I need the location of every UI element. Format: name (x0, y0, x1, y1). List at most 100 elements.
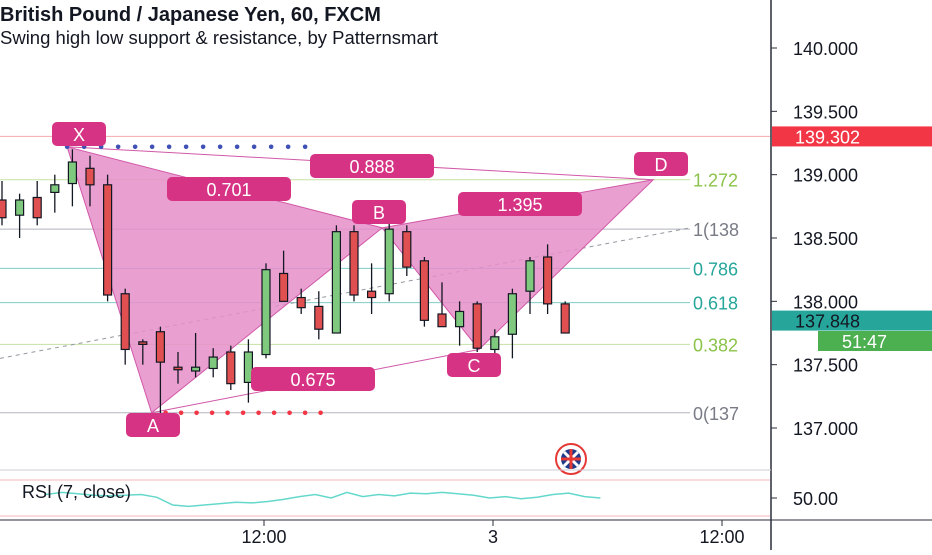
swing-low-dot (225, 410, 230, 416)
rsi-tick-label: 50.00 (793, 489, 838, 509)
point-label-a: A (147, 416, 159, 436)
swing-high-dot (200, 144, 206, 150)
swing-low-dot (178, 410, 184, 416)
candle-body (402, 231, 412, 268)
price-tick-label: 138.000 (793, 292, 858, 312)
candle-body (507, 293, 517, 335)
fib-level-label: 0.382 (693, 335, 738, 355)
candle-body (226, 351, 236, 385)
candle-body (525, 260, 535, 292)
candle-body (384, 228, 394, 295)
candle-body (67, 161, 78, 185)
point-label-a-bg (126, 413, 180, 437)
candle-body (349, 231, 359, 296)
price-tag-label: 51:47 (842, 332, 887, 352)
swing-high-dot (115, 144, 121, 150)
candle-body (472, 303, 482, 349)
swing-high-dot (149, 144, 155, 150)
swing-low-dot (240, 410, 246, 416)
ratio-label-xad-bg (310, 154, 434, 178)
candle-body (455, 310, 465, 328)
candle-body (208, 356, 218, 370)
ratio-label-xab-bg (167, 177, 291, 201)
swing-high-dot (166, 144, 172, 150)
ratio-label-bcd: 1.395 (497, 195, 542, 215)
swing-high-dot (251, 144, 257, 150)
candle-body (542, 256, 553, 305)
fib-level-label: 0.618 (693, 294, 738, 314)
chart-subtitle: Swing high low support & resistance, by … (0, 27, 439, 48)
ratio-label-xab: 0.701 (206, 180, 251, 200)
ratio-label-abc: 0.675 (290, 370, 335, 390)
price-tick-label: 139.500 (793, 102, 858, 122)
swing-low-dot (271, 410, 277, 416)
candle-body (191, 366, 201, 372)
price-tag-label: 139.302 (795, 127, 860, 147)
swing-high-dot (183, 144, 189, 150)
price-tag-bg (772, 310, 932, 331)
price-tick-label: 140.000 (793, 39, 858, 59)
swing-low-dot (209, 410, 215, 416)
candle-body (331, 231, 341, 334)
ratio-label-bcd-bg (458, 192, 582, 216)
candle-body (0, 199, 7, 219)
swing-low-dot (318, 410, 323, 416)
swing-high-dot (217, 144, 223, 150)
fib-level-label: 1.272 (693, 171, 738, 191)
swing-high-dot (268, 144, 274, 150)
swing-low-dot (194, 410, 199, 416)
candle-body (560, 303, 570, 334)
point-label-x: X (73, 125, 85, 145)
candle-body (85, 167, 95, 186)
candle-body (367, 290, 377, 299)
candle-body (314, 305, 324, 330)
candle-body (120, 293, 130, 351)
candle-body (261, 269, 271, 356)
point-label-x-bg (52, 122, 106, 146)
price-tag-bg (818, 331, 932, 351)
point-label-d: D (655, 155, 668, 175)
price-tag-label: 137.848 (795, 312, 860, 332)
price-tick-label: 139.000 (793, 166, 858, 186)
point-label-c: C (468, 356, 481, 376)
candle-body (50, 184, 60, 194)
candle-body (419, 260, 429, 321)
fib-level-label: 0.786 (693, 259, 738, 279)
fib-level-label: 1(138 (693, 220, 739, 240)
swing-low-dot (302, 410, 308, 416)
time-tick-label: 12:00 (699, 527, 744, 547)
candle-body (279, 272, 289, 302)
price-tag-bg (772, 126, 932, 147)
candle-body (296, 296, 306, 309)
candle-body (155, 331, 165, 363)
fib-level-label: 0(137 (693, 404, 739, 424)
candle-body (173, 366, 183, 371)
candle-body (437, 313, 447, 328)
candle-body (138, 341, 148, 346)
chart-title: British Pound / Japanese Yen, 60, FXCM (0, 4, 381, 26)
candle-body (102, 184, 113, 296)
uk-flag-icon (555, 443, 587, 475)
swing-low-dot (256, 410, 261, 416)
point-label-d-bg (634, 152, 688, 176)
point-label-b: B (373, 203, 385, 223)
time-tick-label: 3 (488, 527, 498, 547)
swing-high-dot (302, 144, 308, 150)
rsi-indicator-label[interactable]: RSI (7, close) (22, 482, 132, 502)
swing-low-dot (287, 410, 292, 416)
ratio-label-xad: 0.888 (349, 157, 394, 177)
time-tick-label: 12:00 (241, 527, 286, 547)
point-label-c-bg (447, 353, 501, 377)
swing-high-dot (285, 144, 291, 150)
swing-high-dot (132, 144, 138, 150)
price-tick-label: 137.500 (793, 356, 858, 376)
candle-body (15, 199, 25, 216)
price-tick-label: 137.000 (793, 419, 858, 439)
point-label-b-bg (352, 200, 406, 224)
candle-body (490, 336, 500, 351)
candle-body (32, 196, 42, 219)
rsi-line (45, 491, 601, 508)
candle-body (243, 351, 253, 383)
